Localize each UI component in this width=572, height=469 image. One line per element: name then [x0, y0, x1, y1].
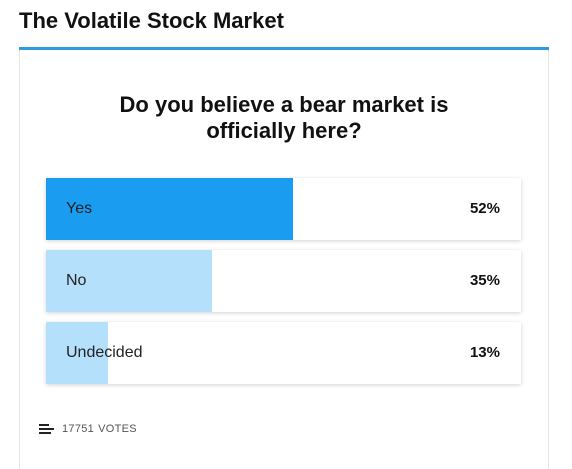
votes-summary: 17751 VOTES [39, 422, 137, 436]
poll-question: Do you believe a bear market is official… [119, 92, 449, 143]
poll-option-label: Undecided [66, 344, 143, 361]
poll-option-percent: 35% [469, 272, 500, 289]
poll-option-percent: 13% [469, 344, 500, 361]
poll-option-fill [46, 250, 213, 312]
poll-option-percent: 52% [469, 200, 500, 217]
bar-list-icon [39, 423, 54, 435]
poll-option-fill [46, 178, 293, 240]
poll-option-label: Yes [66, 200, 93, 217]
title-divider [19, 47, 549, 50]
poll-option-no[interactable]: No 35% [46, 250, 521, 312]
poll-option-fill [46, 322, 108, 384]
poll-card: Do you believe a bear market is official… [19, 50, 549, 469]
poll-option-label: No [66, 272, 87, 289]
votes-label: VOTES [98, 423, 137, 435]
votes-text: 17751 VOTES [62, 423, 137, 435]
page-title: The Volatile Stock Market [19, 8, 284, 33]
poll-option-yes[interactable]: Yes 52% [46, 178, 521, 240]
votes-count: 17751 [62, 423, 95, 435]
poll-option-undecided[interactable]: Undecided 13% [46, 322, 521, 384]
